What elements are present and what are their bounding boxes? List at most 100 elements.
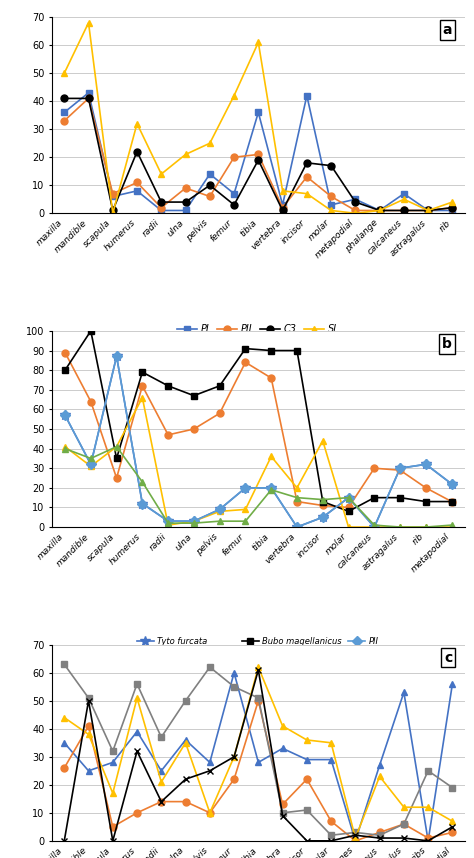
- PII: [268, 483, 274, 493]
- Caracara plancus: [328, 754, 334, 764]
- Tyto furcata: [191, 516, 197, 526]
- Athene cunicularia: [423, 483, 428, 493]
- Line: Geranoaetus melanoleucus1: Geranoaetus melanoleucus1: [61, 698, 456, 844]
- Line: Tyto furcata: Tyto furcata: [60, 352, 456, 532]
- C3: [372, 520, 377, 530]
- PII: [397, 463, 403, 474]
- Geranoaetus melanoleucus1: [280, 800, 285, 810]
- Tyto furcata: [62, 410, 68, 420]
- Tyto furcata: [294, 522, 300, 532]
- C3: [353, 197, 358, 208]
- SL: [231, 90, 237, 100]
- PI: [320, 436, 326, 446]
- SL: [280, 185, 285, 196]
- SL: [353, 830, 358, 840]
- Caracara plancus: [231, 668, 237, 678]
- Bubo magellanicus: [397, 492, 403, 503]
- Legend: Tyto furcata, Athene cunicularia, Bubo magellanicus, PI, PII, C3: Tyto furcata, Athene cunicularia, Bubo m…: [134, 633, 383, 662]
- Line: Athene cunicularia: Athene cunicularia: [62, 349, 455, 511]
- Geranoaetus polyosoma: [353, 833, 358, 843]
- Line: C3: C3: [61, 95, 456, 214]
- PI: [62, 107, 67, 118]
- PI: [449, 522, 455, 532]
- Geranoaetus melanoleucus1: [255, 696, 261, 706]
- Caracara plancus: [182, 734, 188, 745]
- Bubo magellanicus: [191, 390, 197, 401]
- Tyto furcata: [139, 498, 145, 509]
- Athene cunicularia: [139, 381, 145, 391]
- Caracara plancus: [353, 836, 358, 846]
- Bubo magellanicus: [320, 497, 326, 507]
- Caracara plancus: [425, 836, 431, 846]
- PI: [165, 520, 171, 530]
- C3: [158, 197, 164, 208]
- PII: [110, 189, 116, 199]
- Geranoaetus melanoleucus2: [182, 696, 188, 706]
- SL: [158, 169, 164, 179]
- Geranoaetus melanoleucus2: [207, 662, 213, 673]
- Geranoaetus melanoleucus2: [401, 819, 407, 829]
- Tyto furcata: [372, 522, 377, 532]
- Geranoaetus melanoleucus2: [110, 746, 116, 757]
- Geranoaetus polyosoma: [401, 802, 407, 813]
- PI: [328, 200, 334, 210]
- Athene cunicularia: [449, 497, 455, 507]
- Tyto furcata: [320, 512, 326, 523]
- SL: [207, 138, 213, 148]
- C3: [62, 444, 68, 454]
- C3: [255, 155, 261, 166]
- Line: Caracara plancus: Caracara plancus: [61, 669, 456, 844]
- Geranoaetus melanoleucus2: [353, 827, 358, 837]
- Tyto furcata: [217, 505, 222, 515]
- C3: [304, 158, 310, 168]
- Geranoaetus melanoleucus1: [401, 819, 407, 829]
- Tyto furcata: [88, 459, 94, 469]
- Geranoaetus melanoleucus1: [62, 763, 67, 773]
- PI: [397, 522, 403, 532]
- C3: [86, 94, 91, 104]
- PI: [114, 442, 119, 452]
- C3: [377, 205, 383, 215]
- PI: [423, 522, 428, 532]
- Athene cunicularia: [294, 497, 300, 507]
- Bubo magellanicus: [268, 346, 274, 356]
- PII: [231, 152, 237, 162]
- PII: [207, 191, 213, 202]
- Line: PI: PI: [61, 89, 456, 214]
- Bubo magellanicus: [346, 506, 351, 517]
- Geranoaetus polyosoma: [110, 788, 116, 798]
- Caracara plancus: [255, 758, 261, 768]
- Caracara plancus: [158, 765, 164, 776]
- C3: [425, 205, 431, 215]
- Tyto furcata: [397, 463, 403, 474]
- Athene cunicularia: [397, 465, 403, 475]
- Text: b: b: [442, 337, 452, 351]
- Tyto furcata: [449, 479, 455, 489]
- C3: [134, 147, 140, 157]
- SL: [62, 68, 67, 78]
- PII: [86, 94, 91, 104]
- C3: [243, 516, 248, 526]
- Geranoaetus melanoleucus1: [231, 774, 237, 784]
- Bubo magellanicus: [217, 381, 222, 391]
- Geranoaetus melanoleucus1: [449, 827, 455, 837]
- PI: [449, 205, 455, 215]
- PII: [294, 522, 300, 532]
- SL: [182, 774, 188, 784]
- Geranoaetus polyosoma: [134, 692, 140, 703]
- C3: [139, 477, 145, 487]
- PII: [328, 191, 334, 202]
- PII: [217, 505, 222, 515]
- Geranoaetus polyosoma: [86, 729, 91, 740]
- PII: [255, 149, 261, 160]
- Bubo magellanicus: [449, 497, 455, 507]
- Geranoaetus melanoleucus2: [377, 830, 383, 840]
- Bubo magellanicus: [165, 381, 171, 391]
- PII: [346, 492, 351, 503]
- Text: c: c: [444, 650, 452, 665]
- PI: [62, 442, 68, 452]
- C3: [207, 180, 213, 190]
- Tyto furcata: [165, 516, 171, 526]
- Geranoaetus melanoleucus2: [231, 681, 237, 692]
- PI: [110, 191, 116, 202]
